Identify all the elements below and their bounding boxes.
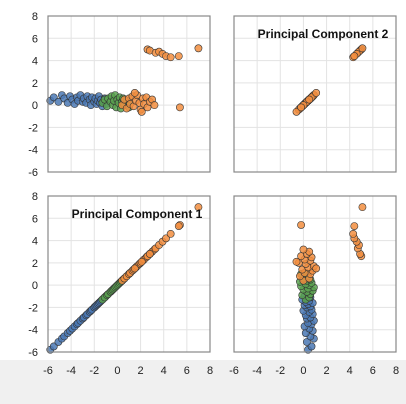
y-tick-label: -4 (28, 325, 38, 337)
data-point-orange (293, 258, 300, 265)
y-tick-label: -4 (28, 145, 38, 157)
x-tick-label: 2 (138, 365, 144, 377)
y-tick-label: 8 (32, 191, 38, 203)
y-tick-label: 0 (32, 100, 38, 112)
data-point-orange (359, 204, 366, 211)
data-point-orange (131, 89, 138, 96)
data-point-orange (167, 230, 174, 237)
data-point-orange (351, 222, 358, 229)
y-tick-label: -2 (28, 302, 38, 314)
x-tick-label: 6 (184, 365, 190, 377)
x-tick-label: -4 (252, 365, 262, 377)
x-tick-label: -6 (229, 365, 239, 377)
y-tick-label: 0 (32, 280, 38, 292)
data-point-orange (298, 104, 305, 111)
panel-top-right: Principal Component 2 (234, 16, 396, 172)
x-tick-label: 4 (161, 365, 167, 377)
panel-title: Principal Component 2 (258, 27, 389, 41)
data-point-orange (131, 265, 138, 272)
data-point-orange (175, 53, 182, 60)
y-tick-label: 4 (32, 236, 38, 248)
data-point-orange (298, 221, 305, 228)
y-tick-label: -2 (28, 122, 38, 134)
data-point-orange (175, 222, 182, 229)
x-tick-label: 0 (114, 365, 120, 377)
data-point-orange (313, 89, 320, 96)
data-point-orange (306, 96, 313, 103)
data-point-orange (151, 102, 158, 109)
data-point-orange (195, 45, 202, 52)
y-tick-label: 2 (32, 78, 38, 90)
panel-bottom-left: Principal Component 1 -6 -4 -2 0 2 4 6 8 -6 -4 -2 0 2… (28, 191, 213, 377)
x-tick-label: 6 (370, 365, 376, 377)
data-point-orange (176, 104, 183, 111)
x-tick-label: -2 (275, 365, 285, 377)
x-tick-label: 8 (207, 365, 213, 377)
y-tick-label: -6 (28, 347, 38, 359)
data-point-orange (350, 230, 357, 237)
y-tick-label: 4 (32, 56, 38, 68)
panel-top-left: -6 -4 -2 0 2 4 6 8 (28, 11, 210, 179)
data-point-orange (351, 53, 358, 60)
x-tick-label: 4 (347, 365, 353, 377)
y-tick-label: -6 (28, 167, 38, 179)
data-point-orange (167, 54, 174, 61)
data-point-orange (138, 258, 145, 265)
y-tick-label: 6 (32, 33, 38, 45)
x-tick-label: -2 (89, 365, 99, 377)
panel-bottom-right: -6 -4 -2 0 2 4 6 8 (229, 196, 399, 377)
panel-title: Principal Component 1 (72, 207, 203, 221)
x-tick-label: -6 (43, 365, 53, 377)
data-point-orange (300, 246, 307, 253)
data-point-orange (146, 250, 153, 257)
x-tick-label: -4 (66, 365, 76, 377)
y-tick-label: 6 (32, 213, 38, 225)
x-tick-label: 2 (324, 365, 330, 377)
data-point-orange (138, 108, 145, 115)
y-tick-label: 8 (32, 11, 38, 23)
data-point-orange (313, 265, 320, 272)
x-tick-label: 0 (300, 365, 306, 377)
data-point-orange (359, 45, 366, 52)
y-tick-label: 2 (32, 258, 38, 270)
x-tick-label: 8 (393, 365, 399, 377)
